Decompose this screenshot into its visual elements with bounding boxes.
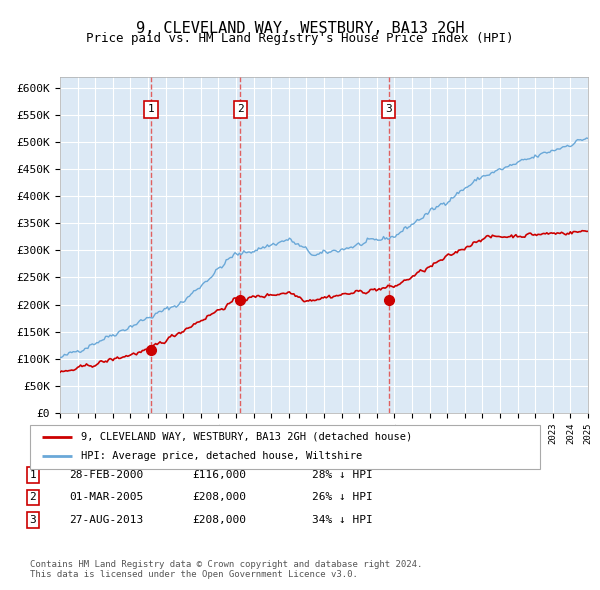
Text: 28-FEB-2000: 28-FEB-2000: [69, 470, 143, 480]
Text: 9, CLEVELAND WAY, WESTBURY, BA13 2GH (detached house): 9, CLEVELAND WAY, WESTBURY, BA13 2GH (de…: [81, 432, 412, 441]
Text: 26% ↓ HPI: 26% ↓ HPI: [312, 493, 373, 502]
Text: 28% ↓ HPI: 28% ↓ HPI: [312, 470, 373, 480]
Text: £116,000: £116,000: [192, 470, 246, 480]
Text: 1: 1: [148, 104, 154, 114]
Text: 2: 2: [29, 493, 37, 502]
Text: 2: 2: [237, 104, 244, 114]
Text: 34% ↓ HPI: 34% ↓ HPI: [312, 515, 373, 525]
Text: Price paid vs. HM Land Registry's House Price Index (HPI): Price paid vs. HM Land Registry's House …: [86, 32, 514, 45]
Text: HPI: Average price, detached house, Wiltshire: HPI: Average price, detached house, Wilt…: [81, 451, 362, 461]
Text: 3: 3: [29, 515, 37, 525]
Text: 1: 1: [29, 470, 37, 480]
Text: 9, CLEVELAND WAY, WESTBURY, BA13 2GH: 9, CLEVELAND WAY, WESTBURY, BA13 2GH: [136, 21, 464, 35]
Text: 01-MAR-2005: 01-MAR-2005: [69, 493, 143, 502]
Text: 3: 3: [385, 104, 392, 114]
Text: Contains HM Land Registry data © Crown copyright and database right 2024.
This d: Contains HM Land Registry data © Crown c…: [30, 560, 422, 579]
Text: £208,000: £208,000: [192, 515, 246, 525]
Text: 27-AUG-2013: 27-AUG-2013: [69, 515, 143, 525]
Text: £208,000: £208,000: [192, 493, 246, 502]
